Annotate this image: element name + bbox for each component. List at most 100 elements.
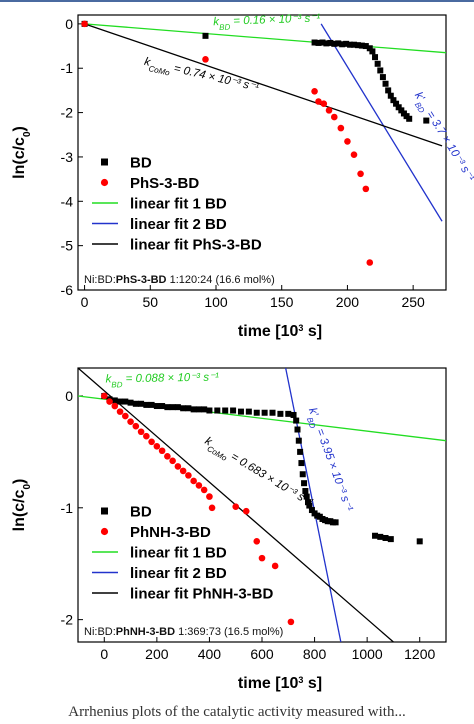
legend-label: PhNH-3-BD: [130, 524, 211, 541]
data-point-square: [153, 403, 160, 410]
legend-label: PhS-3-BD: [130, 175, 199, 192]
data-point-square: [332, 519, 339, 526]
legend-marker-circle: [100, 178, 109, 187]
data-point-square: [295, 437, 302, 444]
data-point-square: [164, 404, 171, 411]
data-point-circle: [100, 392, 108, 400]
data-point-circle: [325, 107, 333, 114]
data-point-square: [423, 117, 430, 124]
composition-footnote: Ni:BD:PhS-3-BD 1:120:24 (16.6 mol%): [84, 274, 275, 286]
data-point-square: [319, 39, 326, 46]
data-point-square: [298, 460, 305, 467]
data-point-circle: [311, 87, 318, 95]
data-point-circle: [206, 493, 213, 500]
legend-label: linear fit 1 BD: [130, 545, 227, 562]
data-point-square: [377, 533, 384, 540]
x-tick-label: 200: [145, 646, 169, 662]
data-point-circle: [350, 151, 358, 159]
plot-area: [78, 368, 446, 642]
data-point-circle: [158, 447, 166, 455]
data-point-square: [261, 409, 268, 416]
data-point-square: [416, 538, 423, 545]
data-point-square: [301, 480, 308, 487]
legend-marker-square: [101, 507, 108, 515]
legend-label: linear fit 2 BD: [130, 565, 227, 582]
y-axis-label: ln(c/c0): [11, 126, 33, 179]
data-point-circle: [271, 562, 279, 570]
fit-line: [84, 23, 446, 54]
x-tick-label: 800: [303, 646, 327, 662]
y-tick-label: 0: [65, 16, 73, 32]
rate-constant-annotation: kBD = 0.16 × 10⁻³ s⁻¹: [213, 12, 321, 31]
y-tick-label: -6: [61, 282, 74, 298]
data-point-circle: [362, 185, 370, 193]
data-point-circle: [148, 438, 155, 446]
x-tick-label: 250: [401, 294, 425, 310]
x-tick-label: 1000: [352, 646, 383, 662]
data-point-square: [366, 45, 373, 52]
data-point-square: [201, 406, 208, 413]
data-point-square: [214, 407, 221, 414]
data-point-square: [122, 398, 129, 405]
data-point-square: [382, 534, 389, 541]
legend-label: linear fit 2 BD: [130, 216, 227, 233]
data-point-circle: [169, 457, 176, 465]
x-tick-label: 600: [250, 646, 274, 662]
data-point-square: [311, 39, 318, 46]
x-tick-label: 0: [81, 294, 89, 310]
data-point-square: [374, 60, 381, 67]
x-tick-label: 50: [142, 294, 158, 310]
data-point-circle: [127, 418, 134, 425]
data-point-square: [351, 41, 357, 48]
data-point-circle: [174, 463, 182, 470]
y-tick-label: -2: [61, 612, 74, 628]
legend-label: linear fit PhNH-3-BD: [130, 586, 274, 603]
y-tick-label: -4: [61, 193, 74, 209]
rate-constant-annotation: kCoMo = 0.683 × 10⁻³ s⁻¹: [201, 435, 315, 512]
data-point-circle: [208, 504, 216, 512]
data-point-square: [323, 40, 330, 47]
data-point-square: [379, 74, 386, 81]
y-tick-label: -2: [61, 105, 74, 121]
x-tick-label: 200: [336, 294, 360, 310]
data-point-circle: [200, 486, 208, 494]
y-tick-label: -1: [61, 60, 74, 76]
data-point-circle: [164, 453, 171, 460]
chart-phs-3-bd: 0 50 100 150 200 250 0 -1 -2 -3 -4 -5 -6 time [103 s]…: [11, 12, 474, 340]
data-point-square: [285, 410, 292, 417]
y-tick-label: -3: [61, 149, 74, 165]
legend-label: linear fit 1 BD: [130, 196, 227, 213]
data-point-square: [132, 400, 139, 407]
data-point-square: [117, 398, 124, 405]
rate-constant-annotation: kCoMo = 0.74 × 10⁻³ s⁻¹: [142, 56, 260, 98]
data-point-square: [222, 407, 229, 414]
data-point-square: [306, 502, 313, 509]
data-point-circle: [287, 618, 295, 626]
data-point-square: [111, 397, 118, 404]
data-point-square: [308, 507, 315, 514]
data-point-circle: [132, 422, 140, 430]
data-point-square: [354, 42, 361, 49]
data-point-circle: [366, 259, 374, 266]
data-point-square: [343, 40, 350, 47]
data-point-square: [347, 41, 354, 48]
data-point-square: [169, 404, 176, 411]
data-point-circle: [137, 428, 145, 436]
legend-marker-circle: [100, 527, 109, 536]
data-point-square: [195, 406, 202, 413]
data-point-circle: [320, 100, 328, 108]
data-point-circle: [315, 98, 322, 105]
data-point-square: [335, 40, 342, 47]
data-point-square: [148, 401, 155, 408]
data-point-circle: [185, 472, 192, 479]
x-axis-label: time [103 s]: [238, 675, 322, 692]
data-point-square: [138, 400, 145, 407]
y-tick-label: 0: [65, 388, 73, 404]
data-point-square: [206, 407, 213, 414]
data-point-circle: [242, 507, 250, 515]
data-point-square: [393, 100, 400, 107]
data-point-square: [382, 80, 389, 87]
data-point-circle: [116, 408, 124, 415]
data-point-circle: [81, 20, 88, 28]
x-tick-label: 150: [270, 294, 294, 310]
